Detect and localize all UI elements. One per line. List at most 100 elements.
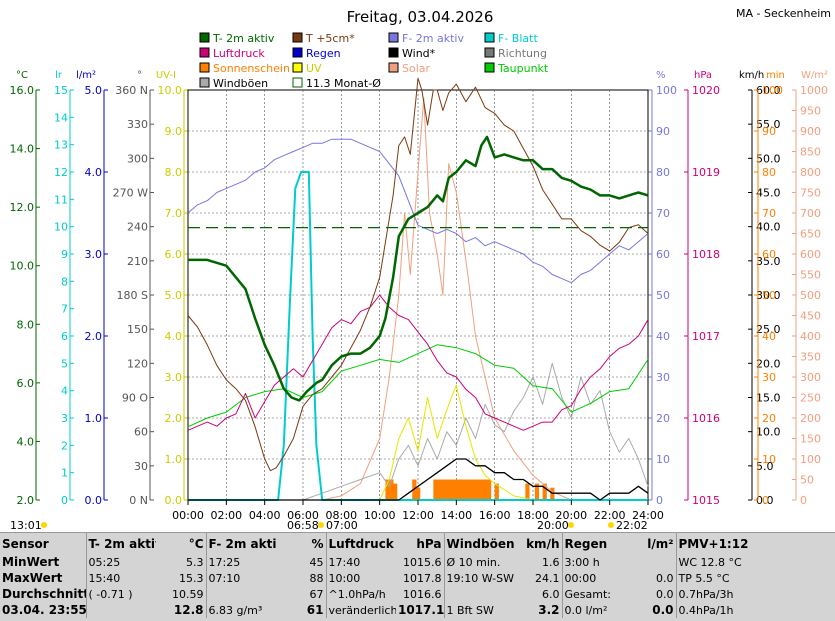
stats-header-cell: l/m² [647,536,674,551]
axis-tick-label: 1.0 [165,453,183,466]
axis-tick-label: 70 [656,207,670,220]
stats-cell: MaxWert [2,571,63,585]
stats-cell: 15.3 [179,571,204,585]
axis-tick-label: 2.0 [17,494,35,507]
stats-cell [205,586,276,602]
axis-tick-label: 8 [61,275,68,288]
axis-tick-label: 10 [762,453,776,466]
legend-label: 11.3 Monat-Ø [306,77,381,90]
time-tick-label: 20:00 [555,509,587,522]
axis-tick-label: 0 [656,494,663,507]
axis-tick-label: 10.0 [158,84,183,97]
axis-unit-label: % [656,70,666,81]
stats-cell: 6.0 [542,587,560,601]
axis-unit-label: km/h [739,70,764,81]
axis-tick-label: 9.0 [165,125,183,138]
stats-cell: 1 Bft SW [443,602,516,618]
axis-tick-label: 3.0 [85,248,103,261]
legend-swatch [388,62,399,73]
series-line-luftdruck [187,294,649,431]
axis-tick-label: 9 [61,248,68,261]
axis-tick-label: 40.0 [756,221,781,234]
chart-legend: T- 2m aktiv T +5cm* F- 2m aktiv F- Blatt Luf… [199,32,549,90]
axis-tick-label: 4 [61,385,68,398]
axis-tick-label: 1017 [692,330,720,343]
axis-tick-label: 4.0 [17,435,35,448]
axis-tick-label: 30 [762,371,776,384]
time-tick-label: 12:00 [402,509,434,522]
axis-tick-label: 150 [127,323,148,336]
stats-cell: 1015.6 [403,555,442,569]
axis-tick-label: 250 [800,392,821,405]
sun-icon [568,522,574,528]
axis-tick-label: 500 [800,289,821,302]
stats-cell: WC 12.8 °C [675,554,835,570]
axis-tick-label: 90 O [122,392,148,405]
sunshine-bar [412,479,417,500]
axis-tick-label: 20.0 [756,357,781,370]
axis-tick-label: 10.0 [10,260,35,273]
stats-cell: Durchschnitt [2,587,86,601]
legend-label: Sonnenschein [213,62,290,75]
axis-tick-label: 1000 [800,84,828,97]
stats-row: Durchschnitt( -0.71 ) 10.59 67 ^1.0hPa/h 101… [0,586,835,602]
axis-tick-label: 0 [762,494,769,507]
stats-cell: 05:25 [85,554,156,570]
axis-tick-label: 12.0 [10,201,35,214]
stats-cell: 1016.6 [403,587,442,601]
axis-tick-label: 60.0 [756,84,781,97]
stats-cell: Ø 10 min. [443,554,516,570]
stats-cell: 0.0 l/m² [561,602,630,618]
axis-tick-label: 10.0 [756,426,781,439]
sunshine-bar [444,479,450,500]
axis-unit-label: l/m² [76,70,96,81]
axis-tick-label: 0.0 [756,494,774,507]
time-tick-label: 00:00 [172,509,204,522]
time-tick-label: 02:00 [210,509,242,522]
axis-tick-label: 800 [800,166,821,179]
stats-cell: 10:00 [325,570,396,586]
axis-tick-label: 30.0 [756,289,781,302]
axis-tick-label: 5 [61,357,68,370]
axis-tick-label: 6.0 [17,377,35,390]
sun-icon [608,522,614,528]
axis-tick-label: 750 [800,187,821,200]
sunshine-bar [534,483,540,500]
axis-tick-label: 60 [656,248,670,261]
legend-label: Wind* [402,47,436,60]
sun-event-left: 13:01 [10,519,42,532]
time-tick-label: 24:00 [632,509,664,522]
legend-swatch [199,77,210,88]
legend-label: Regen [306,47,341,60]
sunshine-bar [437,479,442,500]
axis-tick-label: 180 S [117,289,148,302]
axis-tick-label: 14.0 [10,143,35,156]
legend-swatch [199,47,210,58]
axis-tick-label: 20 [656,412,670,425]
legend-swatch [484,47,495,58]
time-tick-label: 18:00 [517,509,549,522]
sunset-label-b: 22:02 [616,519,648,532]
axis-tick-label: 5.0 [85,84,103,97]
axis-tick-label: 80 [656,166,670,179]
stats-cell: 0.7hPa/3h [675,586,835,602]
time-tick-label: 08:00 [325,509,357,522]
axis-tick-label: 50 [800,474,814,487]
stats-cell: 61 [306,603,324,617]
sunshine-bar [542,483,547,500]
sun-icon [41,522,47,528]
axis-tick-label: 10 [54,221,68,234]
stats-cell: 19:10 W-SW [443,570,516,586]
legend-label: Windböen [213,77,268,90]
axis-tick-label: 35.0 [756,255,781,268]
statistics-table: Sensor T- 2m aktiv °CF- 2m aktiv%Luftdruck… [0,533,835,618]
axis-tick-label: 210 [127,255,148,268]
axis-tick-label: 6.0 [165,248,183,261]
sunshine-bar [494,483,499,500]
sunshine-bar [448,479,453,500]
axis-tick-label: 0 [800,494,807,507]
stats-cell: 0.0 [652,603,674,617]
axis-tick-label: 950 [800,105,821,118]
axis-tick-label: 5.0 [756,460,774,473]
axis-tick-label: 1 [61,467,68,480]
